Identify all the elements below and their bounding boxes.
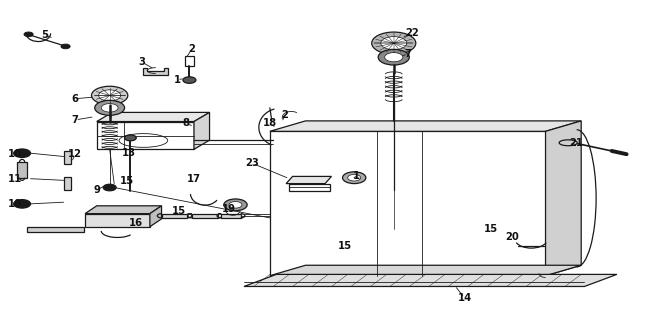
Text: 23: 23 [246, 158, 259, 168]
Text: 9: 9 [93, 185, 100, 195]
Text: 22: 22 [406, 28, 419, 38]
Polygon shape [545, 121, 581, 276]
Text: 12: 12 [68, 149, 83, 159]
Text: 15: 15 [337, 241, 352, 251]
Circle shape [101, 104, 118, 112]
Circle shape [385, 52, 403, 62]
Bar [192, 214, 218, 218]
Text: 21: 21 [569, 138, 584, 148]
Circle shape [99, 90, 121, 101]
Text: 10: 10 [8, 149, 22, 159]
Polygon shape [194, 113, 209, 149]
Text: 2: 2 [281, 110, 288, 120]
Circle shape [229, 202, 242, 208]
Bar [185, 55, 194, 66]
Text: 17: 17 [187, 174, 201, 184]
Text: 8: 8 [182, 118, 189, 128]
Circle shape [183, 77, 196, 83]
Polygon shape [85, 206, 162, 214]
Text: 15: 15 [172, 206, 186, 216]
Text: 16: 16 [129, 218, 142, 228]
Circle shape [61, 44, 70, 49]
Polygon shape [244, 275, 617, 286]
Circle shape [343, 172, 366, 184]
Text: 15: 15 [484, 224, 497, 234]
Polygon shape [270, 121, 581, 131]
Text: 14: 14 [458, 293, 472, 303]
Circle shape [378, 49, 410, 65]
Circle shape [92, 86, 128, 105]
Text: 5: 5 [42, 30, 48, 40]
Circle shape [14, 149, 31, 157]
Circle shape [95, 100, 125, 115]
Bar [289, 184, 330, 191]
Text: 2: 2 [188, 44, 196, 54]
Circle shape [348, 174, 361, 181]
Bar [162, 214, 187, 218]
Circle shape [224, 199, 247, 211]
Bar [64, 151, 72, 164]
Bar [221, 214, 240, 218]
Text: 19: 19 [222, 204, 236, 214]
Polygon shape [270, 265, 581, 276]
Text: 3: 3 [138, 57, 146, 67]
Text: 15: 15 [120, 176, 135, 186]
Circle shape [103, 184, 116, 191]
Circle shape [125, 135, 136, 141]
Circle shape [24, 32, 33, 37]
Text: 20: 20 [505, 232, 519, 241]
Text: 10: 10 [8, 199, 22, 209]
Text: 18: 18 [263, 118, 277, 128]
Bar [27, 227, 84, 232]
Polygon shape [85, 214, 150, 227]
Polygon shape [270, 131, 545, 276]
Circle shape [14, 200, 31, 208]
Polygon shape [97, 122, 194, 149]
Polygon shape [144, 68, 168, 75]
Text: 13: 13 [122, 148, 136, 158]
Text: 1: 1 [174, 75, 181, 85]
Text: 6: 6 [72, 94, 79, 104]
Text: 7: 7 [72, 115, 79, 125]
Polygon shape [286, 176, 332, 184]
Text: 11: 11 [8, 174, 22, 184]
Bar [17, 162, 27, 178]
Text: 1: 1 [352, 172, 359, 181]
Bar [64, 177, 72, 190]
Circle shape [372, 32, 416, 54]
Polygon shape [150, 206, 162, 227]
Text: 7: 7 [404, 49, 411, 59]
Polygon shape [97, 113, 209, 122]
Circle shape [381, 37, 407, 50]
